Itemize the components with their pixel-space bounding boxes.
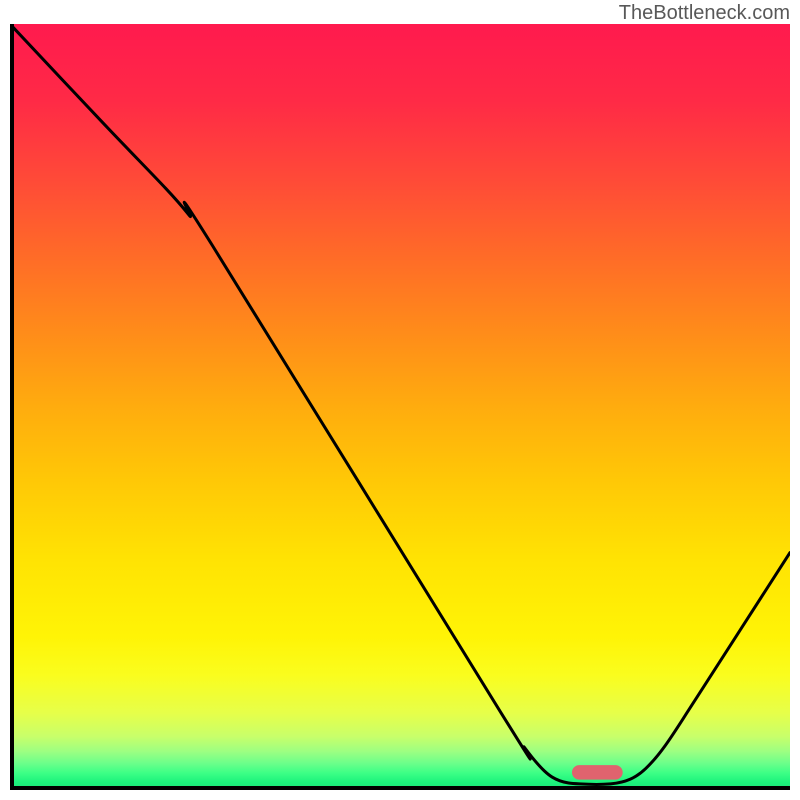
watermark-text: TheBottleneck.com <box>619 2 790 25</box>
plot-background <box>10 24 790 790</box>
optimum-marker <box>572 765 623 780</box>
chart-svg <box>10 24 790 790</box>
bottleneck-chart <box>10 24 790 790</box>
